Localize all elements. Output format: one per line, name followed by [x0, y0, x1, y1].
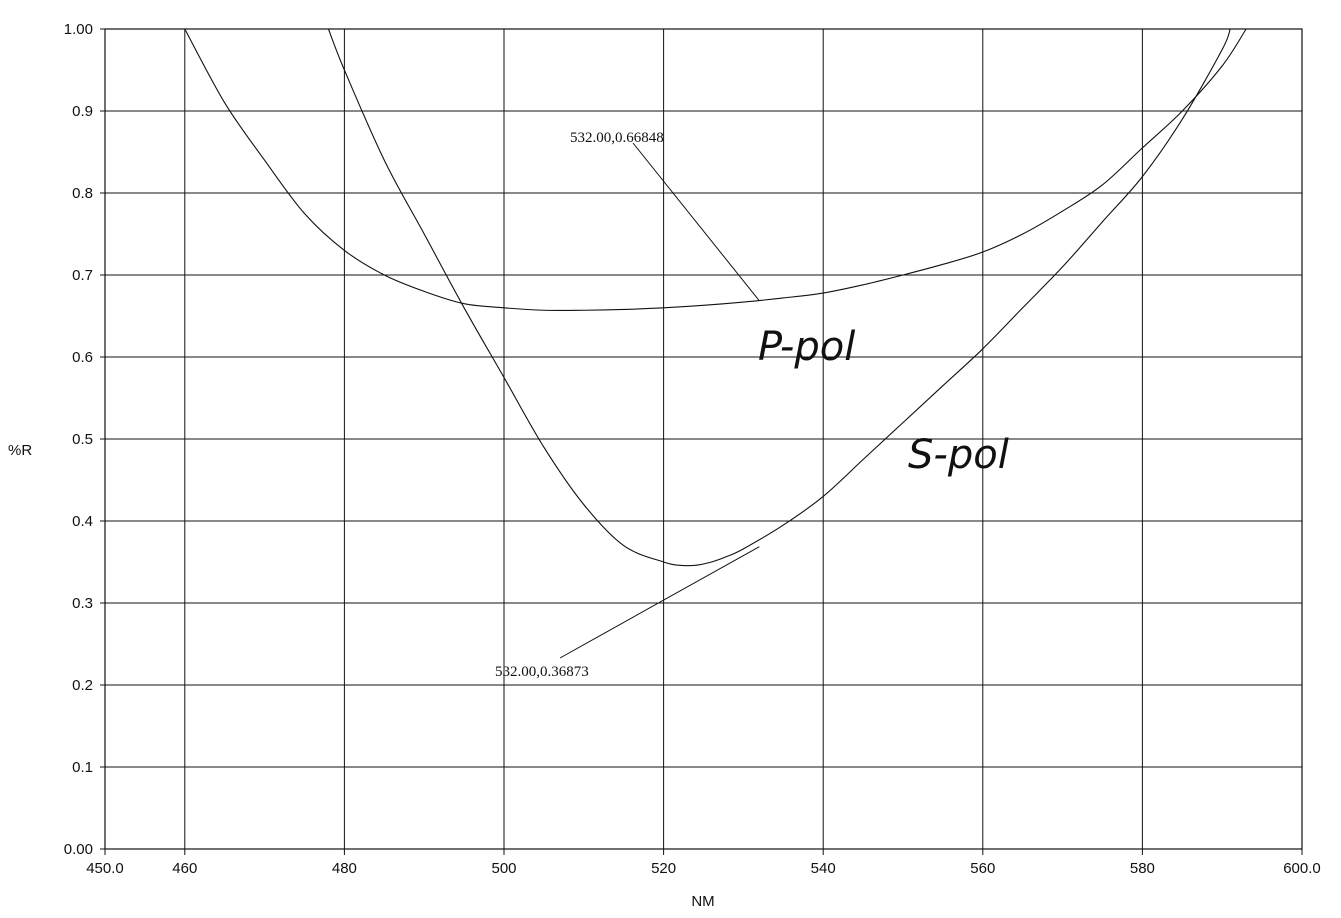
x-tick-label: 540: [811, 860, 836, 877]
x-tick-label: 580: [1130, 860, 1155, 877]
annotation-label: 532.00,0.66848: [570, 130, 664, 146]
handwritten-labels: P-pol S-pol: [758, 324, 1009, 478]
tick-label-layer: 450.0 460 480 500 520 540 560 580 600.0 0.00 0.1 0.…: [64, 21, 1321, 877]
annotation-leader: [559, 546, 760, 659]
y-tick-label: 0.00: [64, 841, 93, 858]
handwritten-label-p-pol: P-pol: [758, 324, 855, 370]
annotation-leader: [632, 142, 760, 302]
y-tick-label: 0.3: [72, 595, 93, 612]
y-tick-label: 0.5: [72, 431, 93, 448]
handwritten-label-s-pol: S-pol: [908, 432, 1009, 478]
x-tick-label: 450.0: [86, 860, 124, 877]
y-tick-label: 0.8: [72, 185, 93, 202]
series-layer: [184, 28, 1247, 567]
x-tick-label: 600.0: [1283, 860, 1321, 877]
x-tick-label: 480: [332, 860, 357, 877]
series-line-p-pol: [184, 28, 1247, 312]
grid: [100, 28, 1303, 855]
y-tick-label: 1.00: [64, 21, 93, 38]
x-tick-label: 500: [491, 860, 516, 877]
x-tick-label: 520: [651, 860, 676, 877]
y-tick-label: 0.9: [72, 103, 93, 120]
y-axis-title: %R: [8, 442, 32, 459]
y-tick-label: 0.2: [72, 677, 93, 694]
annotation-label: 532.00,0.36873: [495, 664, 589, 680]
y-tick-label: 0.4: [72, 513, 93, 530]
x-tick-label: 460: [172, 860, 197, 877]
x-axis-title: NM: [691, 893, 714, 910]
y-tick-label: 0.1: [72, 759, 93, 776]
y-tick-label: 0.7: [72, 267, 93, 284]
y-tick-label: 0.6: [72, 349, 93, 366]
series-line-s-pol: [327, 28, 1231, 567]
annotation-layer: 532.00,0.66848 532.00,0.36873: [495, 130, 760, 680]
x-tick-label: 560: [970, 860, 995, 877]
